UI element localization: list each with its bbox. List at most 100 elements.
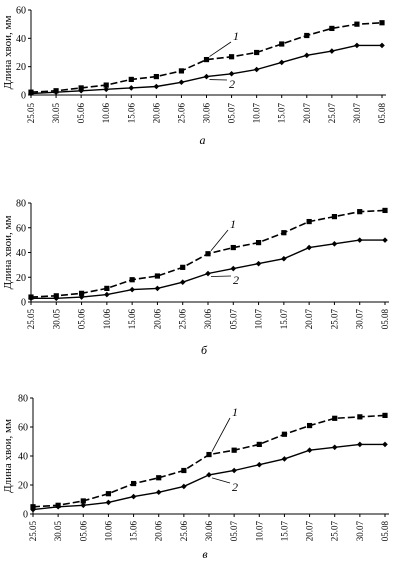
series-1-point	[128, 76, 134, 83]
series-1-point	[281, 431, 288, 437]
series-2-point	[281, 456, 288, 462]
series-2-point	[105, 499, 112, 506]
y-tick-label: 40	[16, 34, 26, 45]
x-tick-label: 25.07	[329, 309, 339, 330]
x-tick-label: 20.07	[305, 521, 315, 542]
series-1-point	[379, 20, 385, 26]
series-1-point	[228, 54, 235, 60]
series-1-point	[154, 273, 161, 279]
x-tick-label: 30.06	[202, 103, 212, 124]
series-1-point	[181, 467, 187, 474]
series-2-point	[30, 506, 36, 513]
series-2-point	[382, 237, 388, 243]
series-2-point	[306, 447, 313, 453]
series-2-point	[53, 89, 59, 95]
y-axis-label: Длина хвои, мм	[2, 419, 14, 493]
series-1-point	[329, 25, 335, 32]
series-1-point	[180, 264, 186, 270]
series-1-point	[306, 422, 313, 429]
chart-panel-1: 0 20 40 60 25.05 30.05 05.06 10.06 15.06 20.06 25.…	[2, 6, 387, 148]
series-2-point	[203, 73, 210, 80]
x-tick-label: 15.07	[279, 309, 289, 330]
x-tick-label: 30.05	[53, 521, 63, 542]
x-tick-label: 30.07	[355, 521, 365, 542]
series-2-point	[178, 79, 185, 86]
series-1-point	[255, 240, 262, 246]
series-1-point	[129, 277, 135, 283]
x-tick-label: 15.06	[126, 103, 136, 124]
x-tick-label: 25.06	[178, 309, 188, 330]
x-tick-label: 05.06	[77, 309, 87, 330]
x-tick-label: 05.08	[380, 309, 390, 330]
y-tick-label: 0	[21, 91, 26, 102]
series-1-point	[156, 475, 162, 481]
series-1-leader	[210, 229, 229, 251]
x-tick-label: 25.06	[176, 103, 186, 124]
x-tick-label: 15.06	[127, 309, 137, 330]
y-tick-label: 80	[16, 199, 26, 210]
series-2-point	[154, 285, 161, 292]
series-1-point	[203, 56, 210, 63]
panel-letter: б	[201, 343, 208, 357]
series-1-point	[178, 68, 185, 74]
series-1-point	[103, 82, 109, 88]
x-tick-label: 20.06	[154, 521, 164, 542]
x-tick-label: 30.06	[203, 309, 213, 330]
x-tick-label: 15.07	[277, 103, 287, 124]
x-tick-label: 30.06	[204, 521, 214, 542]
y-tick-label: 60	[16, 223, 26, 234]
series-2-point	[331, 241, 338, 247]
series-2-leader	[210, 275, 232, 277]
x-tick-label: 05.06	[76, 103, 86, 124]
series-1-leader	[211, 417, 231, 452]
series-2-point	[382, 441, 388, 448]
series-2-point	[155, 489, 162, 496]
x-tick-label: 05.07	[228, 309, 238, 330]
series-1-point	[332, 415, 338, 421]
series-1-point	[331, 214, 338, 220]
y-tick-label: 20	[16, 273, 26, 284]
y-tick-label: 0	[23, 510, 28, 521]
series-2-point	[80, 502, 87, 509]
series-1-point	[105, 491, 112, 497]
x-tick-label: 15.06	[129, 521, 139, 542]
series-2-point	[181, 483, 187, 490]
series-1-point	[382, 412, 388, 418]
series-2-label: 2	[229, 77, 235, 91]
series-2-line	[31, 239, 385, 299]
series-2-point	[329, 48, 335, 54]
x-tick-label: 25.07	[330, 521, 340, 542]
x-tick-label: 25.07	[327, 103, 337, 124]
x-tick-label: 25.05	[26, 103, 36, 124]
series-2-point	[354, 42, 360, 49]
series-1-point	[80, 498, 86, 504]
panel-letter: а	[200, 133, 206, 147]
y-tick-label: 20	[16, 62, 26, 73]
x-tick-label: 15.07	[279, 521, 289, 542]
x-tick-label: 20.06	[152, 309, 162, 330]
series-2-point	[78, 294, 85, 300]
x-tick-label: 10.07	[254, 521, 264, 542]
series-2-point	[206, 472, 212, 478]
y-axis-label: Длина хвои, мм	[2, 216, 14, 290]
x-tick-label: 05.08	[377, 103, 387, 124]
series-1-point	[354, 21, 360, 27]
x-tick-label: 05.06	[78, 521, 88, 542]
series-1-point	[254, 49, 260, 56]
series-1-point	[206, 451, 212, 458]
series-1-point	[230, 244, 236, 251]
series-2-leader	[211, 477, 231, 484]
series-1-point	[281, 230, 287, 236]
series-2-point	[55, 503, 61, 510]
series-1-point	[205, 251, 211, 257]
x-tick-label: 25.05	[26, 309, 36, 330]
y-tick-label: 0	[21, 298, 26, 309]
y-tick-label: 60	[18, 423, 28, 434]
chart-panel-2: 0 20 40 60 80 25.05 30.05 05.06 10.06 15.06 20.06 2…	[2, 199, 390, 358]
series-2-point	[303, 52, 310, 59]
x-tick-label: 10.06	[101, 103, 111, 124]
series-2-label: 2	[232, 480, 238, 494]
series-2-point	[78, 87, 84, 94]
panel-letter: в	[202, 547, 207, 561]
series-2-point	[281, 255, 287, 262]
